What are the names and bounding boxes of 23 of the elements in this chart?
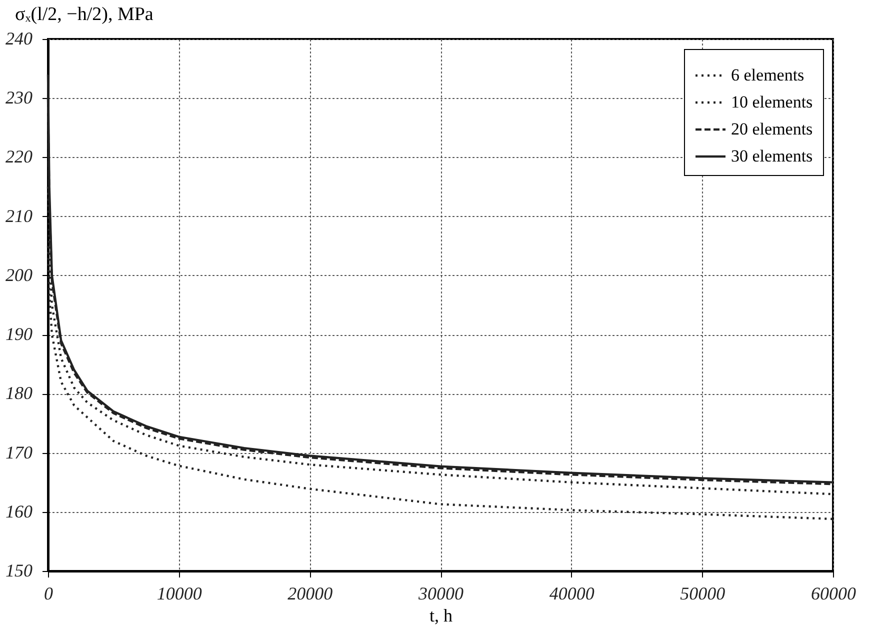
x-axis-title: t, h [429,606,453,626]
chart-title: σₓ(l/2, −h/2), MPa [15,4,154,25]
y-tick-label: 180 [6,383,32,404]
y-tick-label: 160 [6,501,32,522]
x-tick-label: 20000 [288,584,333,604]
x-tick-label: 30000 [418,584,464,604]
x-tick-label: 10000 [156,584,202,604]
x-tick-label: 40000 [549,584,594,604]
y-tick-label: 230 [6,88,32,108]
legend-label: 10 elements [731,92,813,112]
y-tick-label: 240 [6,28,32,48]
x-tick-label: 0 [44,584,53,604]
x-tick-label: 50000 [680,584,726,604]
y-tick-label: 220 [6,146,32,167]
legend-label: 20 elements [731,120,813,138]
legend-label: 6 elements [731,66,804,84]
y-tick-label: 150 [6,560,32,580]
y-tick-label: 210 [6,206,32,226]
x-tick-label: 60000 [811,584,856,604]
y-tick-label: 190 [6,324,32,344]
y-tick-label: 200 [6,264,32,285]
legend-label: 30 elements [731,146,813,166]
y-tick-label: 170 [6,442,32,462]
